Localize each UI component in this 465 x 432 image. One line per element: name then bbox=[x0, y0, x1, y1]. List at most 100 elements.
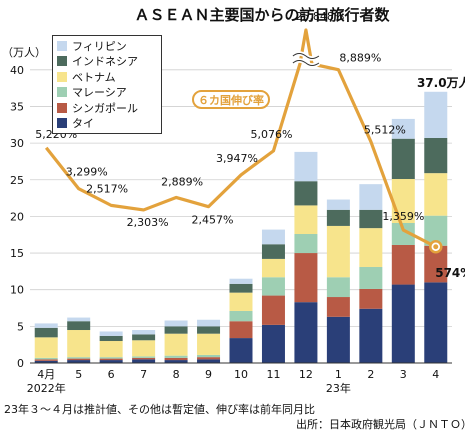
bar-segment bbox=[197, 319, 221, 327]
legend-label: ベトナム bbox=[72, 70, 116, 84]
bar-segment bbox=[164, 333, 188, 356]
y-tick-label: 0 bbox=[17, 357, 24, 370]
legend-item: タイ bbox=[57, 116, 157, 132]
bar-segment bbox=[34, 337, 58, 358]
bar-segment bbox=[391, 284, 415, 363]
bar-segment bbox=[424, 173, 448, 216]
bar-segment bbox=[326, 199, 350, 210]
x-tick-label: 4月 bbox=[37, 368, 55, 381]
legend-label: マレーシア bbox=[72, 86, 127, 100]
source-note: 出所：日本政府観光局（ＪＮＴＯ） bbox=[296, 418, 465, 431]
bar-segment bbox=[424, 245, 448, 283]
x-tick-label: 12 bbox=[299, 368, 313, 381]
bar-segment bbox=[197, 357, 221, 360]
bar-segment bbox=[197, 354, 221, 358]
growth-rate-label: 2,517% bbox=[86, 182, 128, 195]
bars bbox=[34, 91, 448, 363]
labels: 5,220%3,299%2,517%2,303%2,889%2,457%3,94… bbox=[35, 10, 465, 280]
x-tick-label: 2 bbox=[367, 368, 374, 381]
y-tick-label: 20 bbox=[10, 210, 24, 223]
bar-segment bbox=[197, 333, 221, 355]
bar-segment bbox=[99, 341, 123, 358]
bar-segment bbox=[67, 321, 91, 331]
bar-segment bbox=[326, 225, 350, 278]
bar-segment bbox=[67, 360, 91, 363]
legend-item: シンガポール bbox=[57, 100, 157, 116]
growth-rate-label: 574% bbox=[435, 266, 465, 280]
bar-segment bbox=[132, 330, 156, 335]
bar-segment bbox=[99, 360, 123, 363]
bar-segment bbox=[391, 118, 415, 139]
bar-segment bbox=[229, 338, 253, 363]
bar-segment bbox=[391, 244, 415, 285]
bar-segment bbox=[294, 151, 318, 182]
bar-segment bbox=[326, 277, 350, 298]
x-tick-label: 3 bbox=[400, 368, 407, 381]
growth-rate-label: 3,299% bbox=[66, 166, 108, 179]
bar-segment bbox=[294, 205, 318, 234]
bar-segment bbox=[229, 310, 253, 322]
x-tick-label: 11 bbox=[266, 368, 280, 381]
bar-segment bbox=[99, 358, 123, 361]
legend-label: シンガポール bbox=[72, 101, 138, 115]
legend-item: インドネシア bbox=[57, 54, 157, 70]
legend-item: ベトナム bbox=[57, 69, 157, 85]
chart-title: ＡＳＥＡＮ主要国からの訪日旅行者数 bbox=[134, 6, 390, 24]
axis-break bbox=[292, 53, 320, 59]
bar-segment bbox=[34, 357, 58, 360]
y-tick-label: 30 bbox=[10, 137, 24, 150]
bar-segment bbox=[99, 331, 123, 336]
y-tick-label: 35 bbox=[10, 100, 24, 113]
bar-segment bbox=[229, 278, 253, 284]
bar-segment bbox=[34, 327, 58, 338]
bar-segment bbox=[424, 282, 448, 363]
bar-segment bbox=[67, 317, 91, 322]
bar-segment bbox=[132, 356, 156, 358]
x-tick-label: 4 bbox=[432, 368, 439, 381]
growth-rate-label: 2,303% bbox=[127, 216, 169, 229]
growth-rate-label: 2,889% bbox=[161, 175, 203, 188]
bar-segment bbox=[132, 340, 156, 357]
bar-segment bbox=[229, 292, 253, 311]
y-tick-label: 25 bbox=[10, 174, 24, 187]
legend: フィリピン インドネシア ベトナムマレーシア シンガポール タイ bbox=[52, 35, 162, 134]
bar-segment bbox=[34, 359, 58, 361]
bar-segment bbox=[67, 357, 91, 359]
bar-segment bbox=[197, 359, 221, 363]
x-tick-label: 9 bbox=[205, 368, 212, 381]
y-axis-unit: （万人） bbox=[2, 46, 46, 59]
bar-segment bbox=[294, 302, 318, 363]
bar-segment bbox=[391, 222, 415, 245]
legend-label: タイ bbox=[72, 117, 94, 131]
y-tick-label: 10 bbox=[10, 284, 24, 297]
legend-swatch bbox=[57, 87, 67, 98]
x-tick-label: 8 bbox=[173, 368, 180, 381]
bar-segment bbox=[359, 209, 383, 229]
bar-segment bbox=[164, 355, 188, 358]
bar-segment bbox=[67, 330, 91, 358]
bar-segment bbox=[294, 253, 318, 303]
legend-label: インドネシア bbox=[72, 55, 138, 69]
bar-segment bbox=[164, 320, 188, 327]
bar-segment bbox=[132, 334, 156, 341]
y-tick-label: 5 bbox=[17, 320, 24, 333]
bar-segment bbox=[391, 138, 415, 180]
growth-rate-label: 8,889% bbox=[339, 52, 381, 65]
x-tick-label: 5 bbox=[75, 368, 82, 381]
bar-segment bbox=[164, 360, 188, 363]
bar-segment bbox=[359, 184, 383, 210]
bar-segment bbox=[34, 360, 58, 363]
bar-segment bbox=[326, 297, 350, 317]
legend-swatch bbox=[57, 102, 67, 113]
legend-swatch bbox=[57, 71, 67, 82]
bar-segment bbox=[67, 358, 91, 361]
bar-segment bbox=[132, 359, 156, 363]
year-label: 23年 bbox=[326, 381, 351, 395]
growth-rate-label: 5,512% bbox=[364, 124, 406, 137]
bar-segment bbox=[261, 229, 285, 245]
last-total-label: 37.0万人 bbox=[417, 75, 465, 90]
growth-line bbox=[44, 28, 443, 254]
legend-item: フィリピン bbox=[57, 38, 157, 54]
bar-segment bbox=[261, 277, 285, 296]
x-tick-label: 1 bbox=[335, 368, 342, 381]
